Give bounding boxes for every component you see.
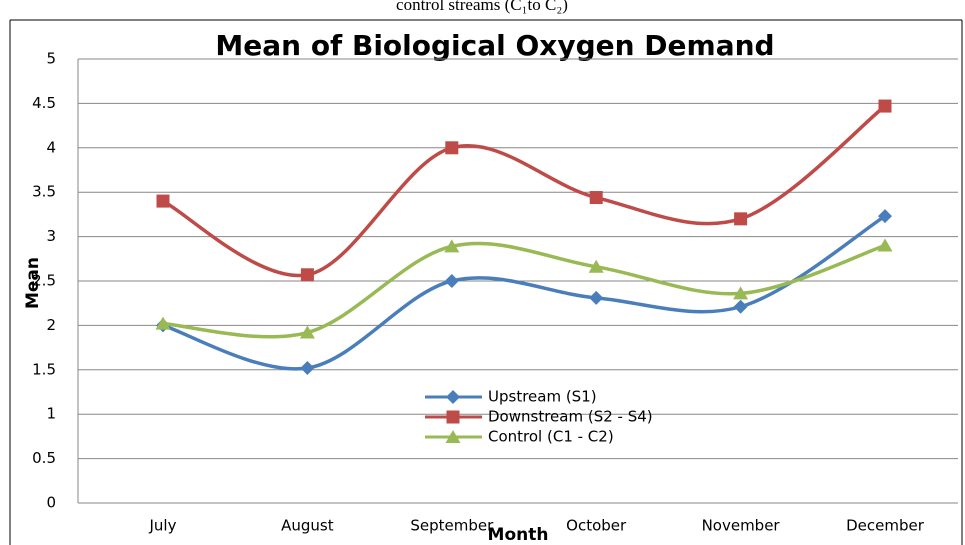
- data-point: [733, 286, 749, 300]
- data-point: [299, 325, 315, 339]
- y-axis-label: Mean: [23, 257, 43, 309]
- data-point: [734, 212, 748, 226]
- y-tick-label: 2: [46, 316, 56, 334]
- series-line: [162, 241, 886, 339]
- x-tick-label: August: [281, 517, 334, 535]
- x-tick-label: September: [410, 517, 494, 535]
- data-point: [444, 239, 460, 253]
- data-point: [878, 99, 892, 113]
- legend-marker: [445, 430, 461, 443]
- legend-label: Upstream (S1): [488, 388, 597, 406]
- y-tick-label: 5: [46, 50, 56, 68]
- y-tick-label: 2.5: [32, 272, 56, 290]
- x-axis-label: Month: [488, 525, 549, 545]
- data-point: [588, 259, 604, 273]
- chart-title: Mean of Biological Oxygen Demand: [215, 29, 774, 62]
- data-point: [444, 274, 459, 288]
- y-tick-label: 0: [46, 494, 56, 512]
- x-tick-label: July: [149, 517, 177, 535]
- x-tick-label: December: [846, 517, 925, 535]
- series-line: [162, 104, 887, 278]
- data-point: [589, 191, 603, 205]
- data-point: [878, 209, 892, 224]
- data-point: [877, 238, 893, 252]
- y-tick-label: 0.5: [32, 449, 56, 467]
- series-line: [162, 214, 886, 371]
- data-point: [589, 290, 604, 305]
- y-tick-label: 3.5: [32, 183, 56, 201]
- data-point: [300, 268, 314, 282]
- legend-marker: [446, 410, 460, 424]
- legend-label: Control (C1 - C2): [488, 428, 614, 446]
- y-tick-label: 3: [46, 227, 56, 245]
- y-tick-label: 4.5: [32, 94, 56, 112]
- x-tick-label: October: [566, 517, 627, 535]
- data-point: [445, 141, 459, 155]
- legend-label: Downstream (S2 - S4): [488, 408, 653, 426]
- y-tick-label: 1.5: [32, 360, 56, 378]
- y-tick-label: 4: [46, 138, 56, 156]
- x-tick-label: November: [702, 517, 781, 535]
- legend-marker: [446, 390, 460, 404]
- data-point: [733, 299, 748, 314]
- data-point: [300, 361, 315, 376]
- y-tick-label: 1: [46, 405, 56, 423]
- data-point: [156, 194, 170, 208]
- data-point: [155, 316, 171, 330]
- caption: control streams (C₁to C₂): [396, 0, 568, 14]
